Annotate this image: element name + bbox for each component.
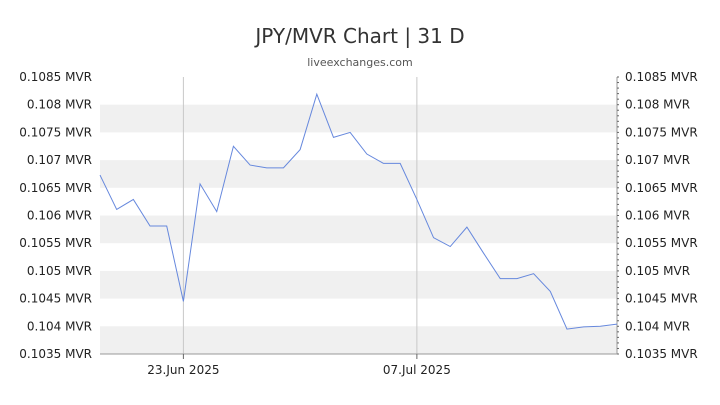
y-tick-label-right: 0.106 MVR [625, 209, 690, 223]
grid-band [100, 104, 617, 133]
y-tick-label-left: 0.1085 MVR [19, 70, 92, 84]
y-tick-label-left: 0.106 MVR [27, 209, 92, 223]
y-tick-label-right: 0.1055 MVR [625, 236, 698, 250]
y-tick-label-left: 0.1065 MVR [19, 181, 92, 195]
chart-subtitle: liveexchanges.com [307, 56, 413, 69]
y-tick-label-left: 0.1075 MVR [19, 125, 92, 139]
grid-band [100, 326, 617, 354]
y-tick-label-left: 0.104 MVR [27, 319, 92, 333]
y-tick-label-right: 0.108 MVR [625, 98, 690, 112]
grid-band [100, 215, 617, 244]
x-tick-label: 23.Jun 2025 [147, 363, 219, 377]
x-tick-label: 07.Jul 2025 [383, 363, 451, 377]
y-tick-label-right: 0.107 MVR [625, 153, 690, 167]
grid-band [100, 160, 617, 188]
y-tick-label-left: 0.1045 MVR [19, 292, 92, 306]
y-tick-label-right: 0.105 MVR [625, 264, 690, 278]
y-tick-label-right: 0.1075 MVR [625, 125, 698, 139]
y-tick-label-left: 0.108 MVR [27, 98, 92, 112]
y-tick-label-right: 0.104 MVR [625, 319, 690, 333]
y-tick-label-right: 0.1065 MVR [625, 181, 698, 195]
y-tick-label-left: 0.105 MVR [27, 264, 92, 278]
y-tick-label-right: 0.1085 MVR [625, 70, 698, 84]
y-tick-label-left: 0.1055 MVR [19, 236, 92, 250]
y-tick-label-left: 0.107 MVR [27, 153, 92, 167]
y-tick-label-right: 0.1045 MVR [625, 292, 698, 306]
y-tick-label-right: 0.1035 MVR [625, 347, 698, 361]
series-line [99, 92, 618, 330]
chart-title: JPY/MVR Chart | 31 D [255, 24, 465, 48]
y-tick-label-left: 0.1035 MVR [19, 347, 92, 361]
